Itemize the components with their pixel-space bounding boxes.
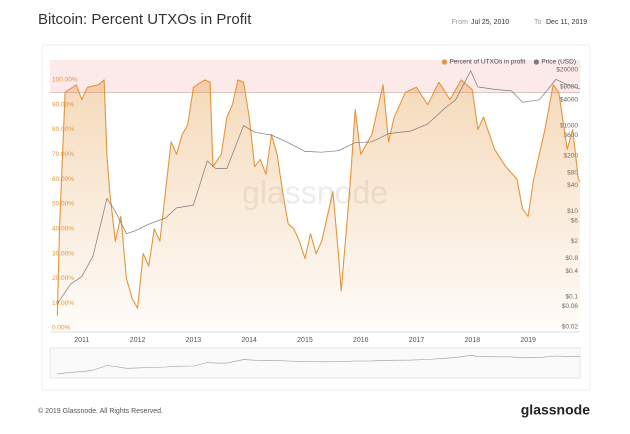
legend-swatch <box>441 59 448 65</box>
x-tick-label: 2017 <box>409 337 425 344</box>
percent-line <box>56 79 581 316</box>
x-tick-label: 2019 <box>520 337 536 344</box>
y2-tick-label: $20000 <box>556 67 578 74</box>
x-tick-label: 2011 <box>74 337 89 344</box>
x-tick-label: 2016 <box>353 337 369 344</box>
y2-tick-label: $1000 <box>560 122 578 129</box>
from-date: Jul 25, 2010 <box>471 19 509 26</box>
price-line <box>57 70 581 304</box>
legend-label: Price (USD) <box>541 59 576 66</box>
x-tick-label: 2014 <box>241 337 257 344</box>
x-tick-label: 2018 <box>465 337 481 344</box>
x-tick-label: 2013 <box>186 337 202 344</box>
legend-swatch <box>533 59 539 65</box>
to-date: Dec 11, 2019 <box>546 19 587 26</box>
from-label: From <box>452 19 469 26</box>
y-tick-label: 90.00% <box>52 101 74 108</box>
logo: glassnode <box>521 402 590 418</box>
y2-tick-label: $8000 <box>560 84 578 91</box>
legend-label: Percent of UTXOs in profit <box>449 59 525 66</box>
y2-tick-label: $4000 <box>560 97 578 104</box>
brush-line <box>57 354 581 375</box>
highlight-band <box>50 60 580 93</box>
x-tick-label: 2015 <box>297 337 313 344</box>
percent-line-area <box>57 79 581 331</box>
brush-area[interactable] <box>49 347 581 379</box>
to-label: To <box>534 19 542 26</box>
y-tick-label: 100.00% <box>52 77 78 84</box>
x-tick-label: 2012 <box>130 337 146 344</box>
copyright: © 2019 Glassnode. All Rights Reserved. <box>38 407 163 415</box>
chart-title: Bitcoin: Percent UTXOs in Profit <box>38 11 252 28</box>
